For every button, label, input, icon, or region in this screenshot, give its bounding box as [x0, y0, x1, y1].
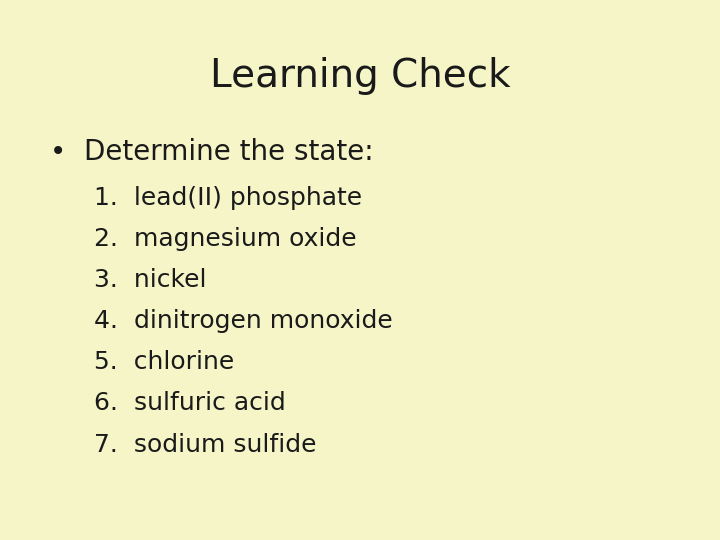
Text: 1.  lead(II) phosphate: 1. lead(II) phosphate: [94, 186, 361, 210]
Text: Learning Check: Learning Check: [210, 57, 510, 94]
Text: 6.  sulfuric acid: 6. sulfuric acid: [94, 392, 285, 415]
Text: 5.  chlorine: 5. chlorine: [94, 350, 234, 374]
Text: 3.  nickel: 3. nickel: [94, 268, 206, 292]
Text: 7.  sodium sulfide: 7. sodium sulfide: [94, 433, 316, 456]
Text: •  Determine the state:: • Determine the state:: [50, 138, 374, 166]
Text: 4.  dinitrogen monoxide: 4. dinitrogen monoxide: [94, 309, 392, 333]
Text: 2.  magnesium oxide: 2. magnesium oxide: [94, 227, 356, 251]
